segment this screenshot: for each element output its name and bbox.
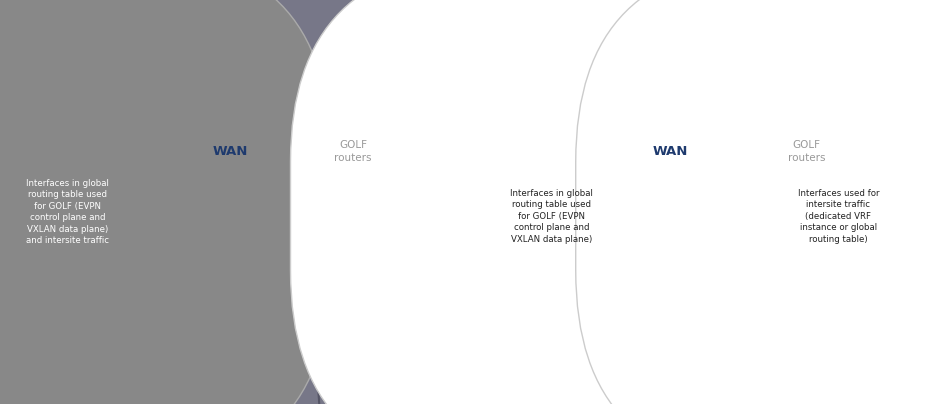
Ellipse shape: [558, 168, 625, 183]
Text: WAN: WAN: [213, 145, 248, 158]
Ellipse shape: [258, 88, 297, 117]
Text: WAN: WAN: [652, 145, 688, 158]
FancyBboxPatch shape: [264, 302, 312, 364]
Bar: [713, 309, 754, 313]
Bar: [713, 348, 754, 352]
FancyBboxPatch shape: [134, 302, 182, 364]
Bar: [267, 324, 308, 329]
FancyBboxPatch shape: [0, 0, 329, 404]
FancyBboxPatch shape: [470, 0, 922, 398]
Ellipse shape: [708, 88, 747, 117]
Ellipse shape: [639, 53, 715, 110]
Bar: [612, 88, 743, 103]
Bar: [137, 316, 178, 321]
FancyBboxPatch shape: [574, 302, 623, 364]
Bar: [713, 316, 754, 321]
Ellipse shape: [564, 169, 618, 177]
Ellipse shape: [170, 70, 223, 110]
Bar: [267, 316, 308, 321]
Ellipse shape: [156, 89, 195, 118]
Circle shape: [291, 171, 303, 183]
Circle shape: [126, 171, 137, 183]
Ellipse shape: [181, 80, 239, 123]
Bar: [578, 309, 619, 313]
Text: GOLF
routers: GOLF routers: [787, 140, 824, 163]
Circle shape: [711, 171, 722, 183]
Bar: [713, 340, 754, 345]
Bar: [137, 356, 178, 360]
Circle shape: [586, 171, 597, 183]
FancyBboxPatch shape: [290, 0, 812, 404]
Bar: [578, 332, 619, 337]
Circle shape: [564, 171, 575, 183]
Bar: [578, 324, 619, 329]
Circle shape: [148, 171, 159, 183]
Ellipse shape: [681, 74, 729, 111]
Bar: [267, 348, 308, 352]
FancyBboxPatch shape: [709, 302, 757, 364]
FancyBboxPatch shape: [0, 95, 571, 404]
Bar: [137, 309, 178, 313]
Circle shape: [583, 183, 599, 200]
Ellipse shape: [231, 74, 279, 111]
Text: Interfaces used for
intersite traffic
(dedicated VRF
instance or global
routing : Interfaces used for intersite traffic (d…: [797, 189, 878, 244]
Bar: [578, 316, 619, 321]
Bar: [578, 340, 619, 345]
FancyBboxPatch shape: [575, 0, 928, 404]
Text: Interfaces in global
routing table used
for GOLF (EVPN
control plane and
VXLAN d: Interfaces in global routing table used …: [26, 179, 109, 245]
Ellipse shape: [606, 89, 645, 118]
Bar: [267, 309, 308, 313]
Ellipse shape: [631, 80, 690, 123]
Bar: [578, 356, 619, 360]
Ellipse shape: [270, 169, 324, 177]
Circle shape: [270, 171, 281, 183]
FancyBboxPatch shape: [33, 0, 449, 398]
Bar: [267, 356, 308, 360]
Ellipse shape: [620, 70, 673, 110]
Circle shape: [169, 171, 180, 183]
Circle shape: [607, 171, 618, 183]
Ellipse shape: [264, 168, 330, 183]
Bar: [713, 332, 754, 337]
Circle shape: [729, 183, 746, 200]
Text: Interfaces in global
routing table used
for GOLF (EVPN
control plane and
VXLAN d: Interfaces in global routing table used …: [509, 189, 593, 244]
Text: GOLF
routers: GOLF routers: [334, 140, 371, 163]
Bar: [267, 332, 308, 337]
Circle shape: [732, 171, 743, 183]
Ellipse shape: [120, 168, 187, 183]
Circle shape: [754, 171, 765, 183]
Ellipse shape: [711, 169, 765, 177]
Ellipse shape: [126, 169, 180, 177]
Bar: [267, 340, 308, 345]
Bar: [161, 88, 293, 103]
Bar: [137, 340, 178, 345]
Bar: [578, 348, 619, 352]
Bar: [137, 324, 178, 329]
Ellipse shape: [667, 80, 723, 121]
Ellipse shape: [217, 80, 273, 121]
FancyBboxPatch shape: [318, 95, 928, 404]
Bar: [713, 324, 754, 329]
Ellipse shape: [704, 168, 771, 183]
Bar: [713, 356, 754, 360]
Circle shape: [313, 171, 324, 183]
Bar: [137, 332, 178, 337]
Bar: [137, 348, 178, 352]
Ellipse shape: [189, 53, 265, 110]
